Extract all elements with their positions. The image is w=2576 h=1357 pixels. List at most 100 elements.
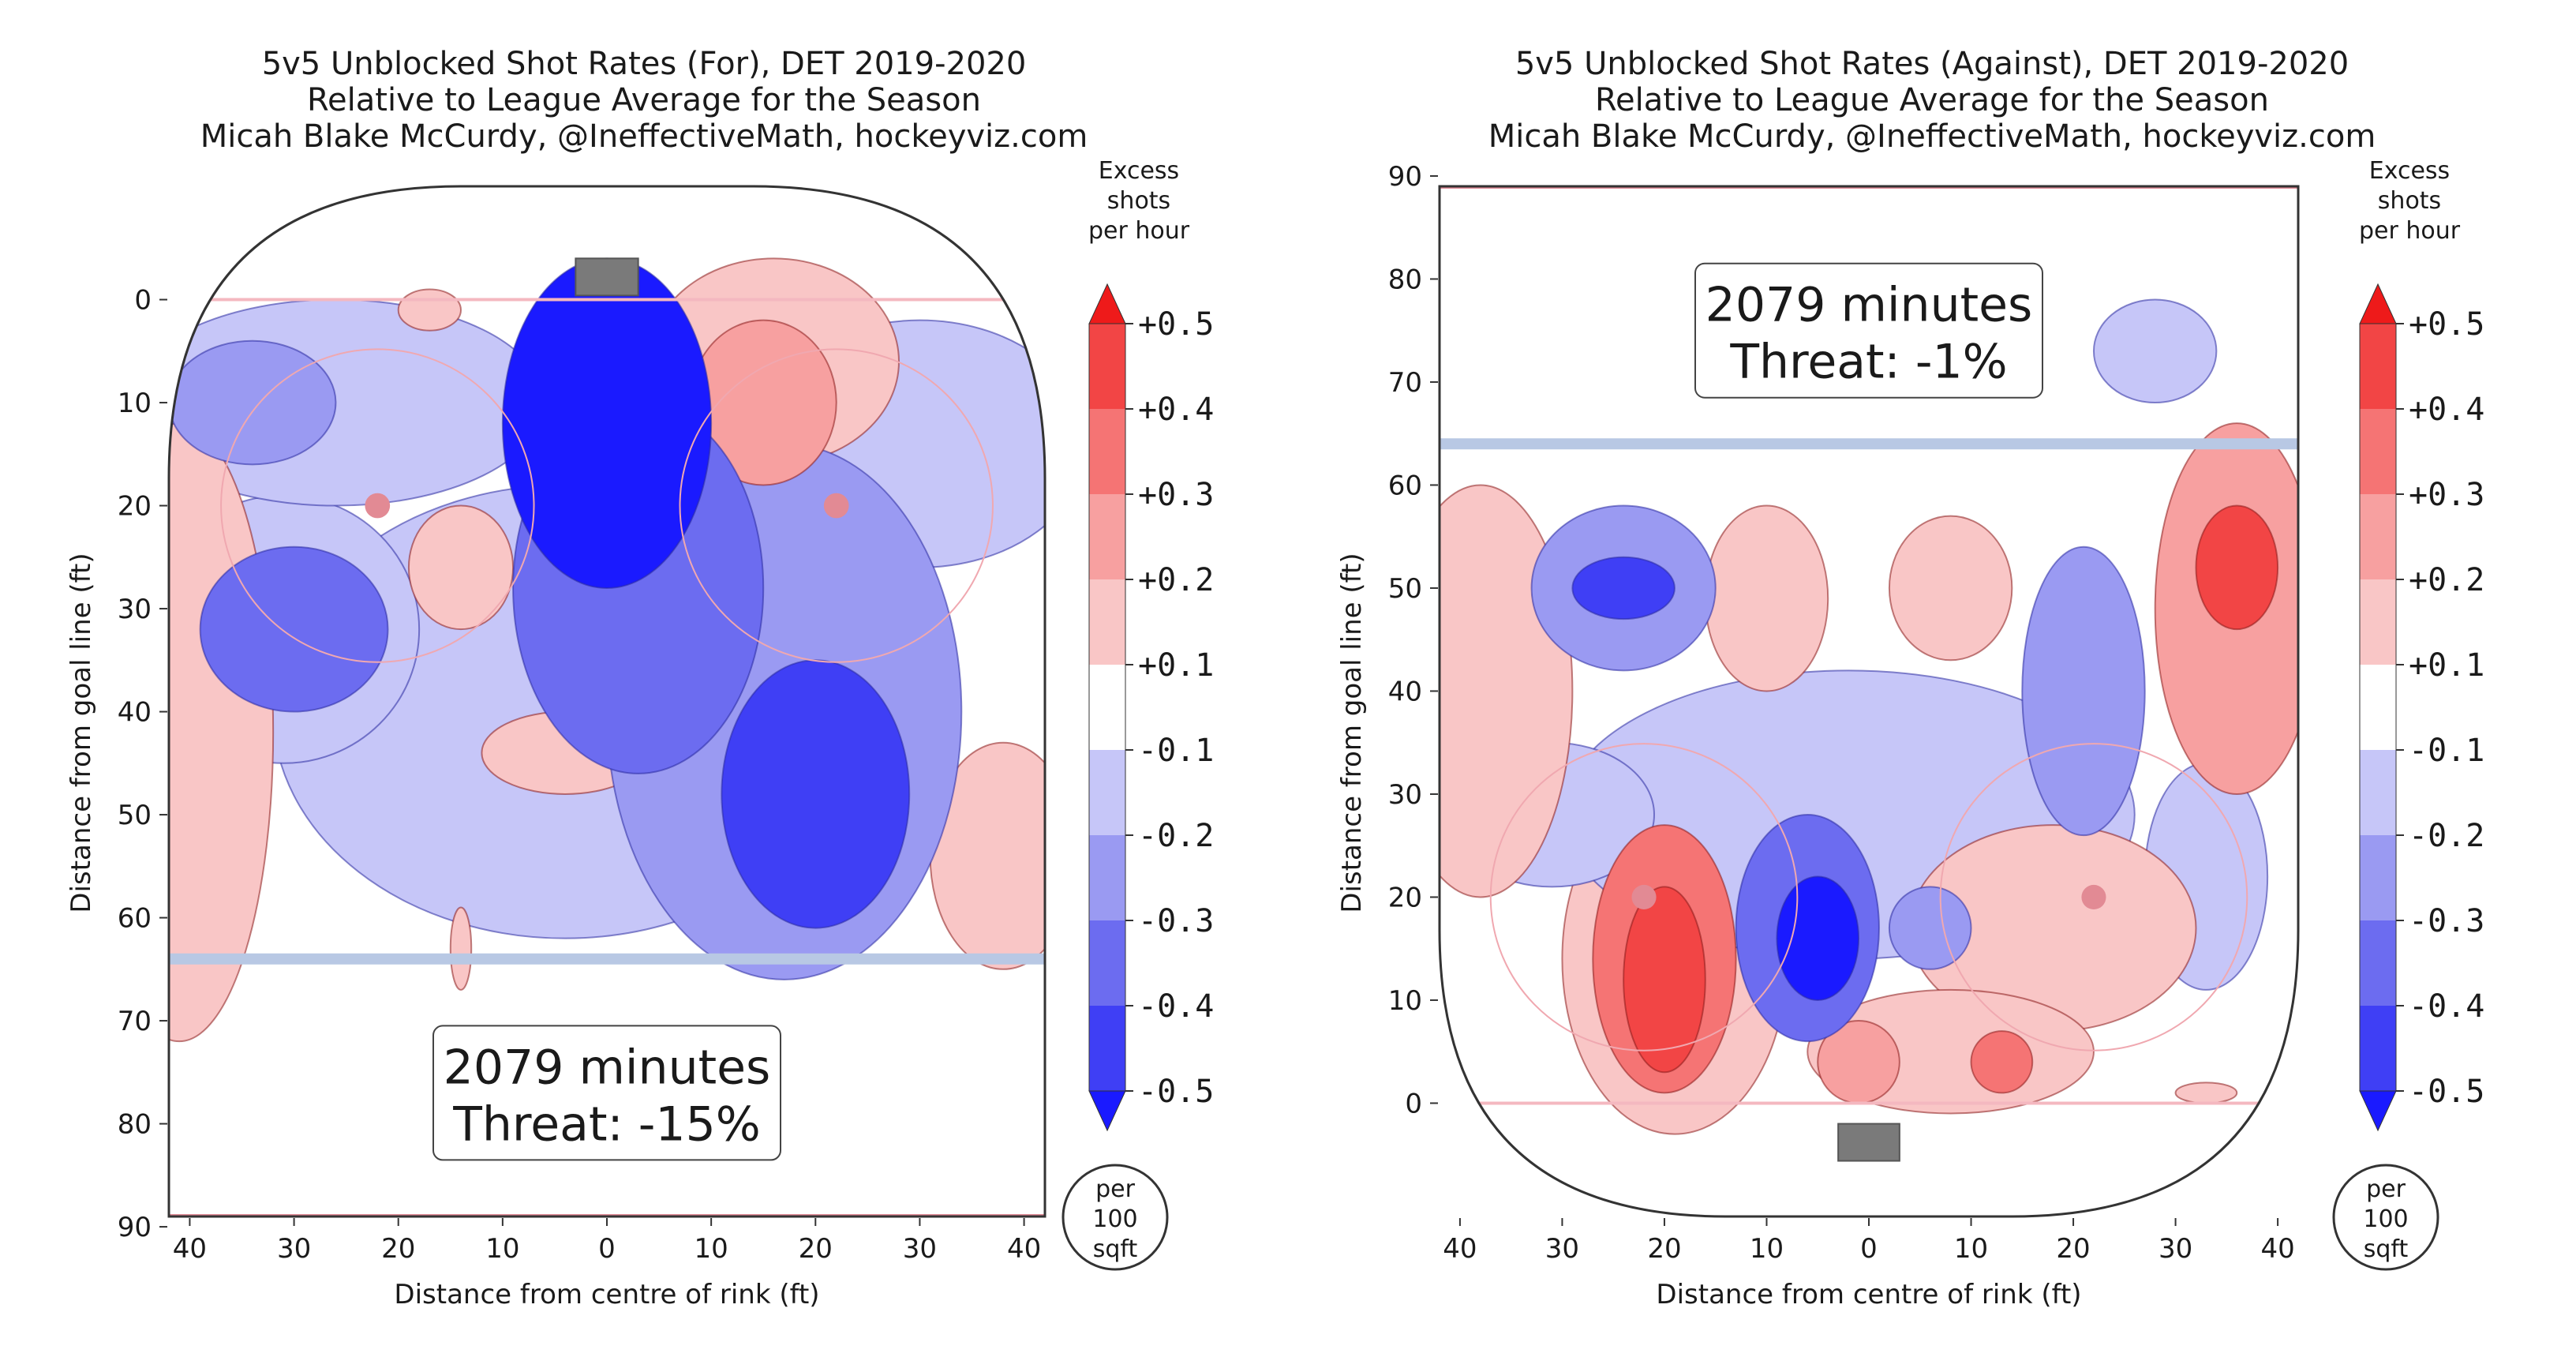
- goal-net: [575, 257, 639, 297]
- chart-title-line-1: 5v5 Unblocked Shot Rates (Against), DET …: [1515, 46, 2349, 82]
- shot-rates-for-panel: 5v5 Unblocked Shot Rates (For), DET 2019…: [66, 46, 1214, 1310]
- goal-net: [1837, 1123, 1900, 1162]
- heatmap-layer: [169, 257, 1045, 1216]
- annotation-box: [432, 1025, 781, 1161]
- heatmap-blob-negative: [721, 659, 911, 929]
- y-tick-label: 0: [134, 285, 152, 317]
- colorbar-tick-label: -0.5: [1138, 1074, 1214, 1110]
- heatmap-blob-negative: [2092, 298, 2218, 404]
- colorbar-tick-label: +0.3: [1138, 477, 1214, 513]
- colorbar-band: [1089, 750, 1125, 835]
- x-tick-label: 10: [485, 1233, 519, 1265]
- y-tick-label: 20: [1388, 882, 1422, 913]
- colorbar-unit-label: 100: [2363, 1205, 2408, 1233]
- colorbar-unit-circle: [1061, 1164, 1169, 1271]
- heatmap-blob-positive: [169, 422, 275, 1043]
- y-tick-label: 0: [1405, 1088, 1422, 1119]
- y-tick-label: 80: [118, 1109, 152, 1141]
- colorbar-tick-label: -0.5: [2409, 1074, 2484, 1110]
- heatmap-blob-positive: [1704, 504, 1829, 692]
- rink-boards: [167, 185, 1046, 1218]
- faceoff-circle: [1939, 743, 2248, 1051]
- colorbar-title-line: Excess: [1099, 157, 1179, 185]
- y-tick-label: 60: [1388, 470, 1422, 501]
- colorbar-tick-label: +0.5: [1138, 306, 1214, 343]
- y-axis-label: Distance from goal line (ft): [1336, 553, 1368, 913]
- heatmap-blob-negative: [169, 339, 337, 466]
- x-tick-label: 40: [2260, 1233, 2294, 1265]
- colorbar-extend-top: [2359, 283, 2397, 324]
- colorbar-band: [2360, 750, 2396, 835]
- annotation-minutes: 2079 minutes: [444, 1040, 771, 1095]
- colorbar-extend-top: [1088, 283, 1126, 324]
- x-tick-label: 30: [2159, 1233, 2192, 1265]
- colorbar-band: [2360, 665, 2396, 750]
- y-axis-label: Distance from goal line (ft): [66, 553, 97, 913]
- colorbar-tick-label: -0.4: [1138, 988, 1214, 1025]
- y-tick-label: 40: [1388, 676, 1422, 707]
- colorbar-unit-circle: [2332, 1164, 2439, 1271]
- heatmap-blob-negative: [199, 545, 389, 713]
- x-tick-label: 20: [381, 1233, 415, 1265]
- x-axis-label: Distance from centre of rink (ft): [1656, 1279, 2081, 1310]
- faceoff-dot: [365, 493, 391, 519]
- faceoff-circle: [1489, 743, 1799, 1051]
- colorbar-unit-label: sqft: [2364, 1235, 2409, 1263]
- colorbar-band: [2360, 920, 2396, 1006]
- colorbar-tick-label: -0.3: [1138, 903, 1214, 939]
- colorbar-title-line: shots: [1107, 187, 1170, 215]
- chart-title-line-2: Relative to League Average for the Seaso…: [307, 82, 981, 118]
- heatmap-blob-positive: [2195, 504, 2279, 631]
- colorbar-extend-bottom: [2359, 1090, 2397, 1132]
- heatmap-blob-positive: [397, 288, 462, 332]
- rink-boards: [1438, 185, 2300, 1218]
- y-tick-label: 90: [1388, 161, 1422, 193]
- colorbar-band: [1089, 665, 1125, 750]
- y-tick-label: 50: [1388, 573, 1422, 605]
- colorbar-band: [2360, 835, 2396, 920]
- colorbar-band: [1089, 920, 1125, 1006]
- y-tick-label: 10: [118, 388, 152, 419]
- x-tick-label: 20: [2056, 1233, 2090, 1265]
- heatmap-blob-negative: [2021, 545, 2146, 837]
- colorbar-title-line: shots: [2378, 187, 2441, 215]
- y-tick-label: 40: [118, 697, 152, 729]
- colorbar-tick-label: -0.2: [1138, 818, 1214, 854]
- colorbar-band: [1089, 579, 1125, 665]
- x-tick-label: 40: [1007, 1233, 1041, 1265]
- colorbar-unit-label: per: [2366, 1175, 2406, 1203]
- colorbar-band: [1089, 1006, 1125, 1091]
- colorbar-band: [2360, 1006, 2396, 1091]
- colorbar-title-line: Excess: [2369, 157, 2450, 185]
- annotation-minutes: 2079 minutes: [1705, 278, 2033, 333]
- heatmap-blob-positive: [1623, 886, 1706, 1074]
- x-tick-label: 0: [598, 1233, 616, 1265]
- x-tick-label: 10: [695, 1233, 728, 1265]
- heatmap-blob-positive: [2174, 1081, 2238, 1104]
- x-tick-label: 30: [903, 1233, 937, 1265]
- colorbar-unit-label: per: [1095, 1175, 1136, 1203]
- colorbar-band: [1089, 409, 1125, 494]
- colorbar-tick-label: -0.2: [2409, 818, 2484, 854]
- y-tick-label: 90: [118, 1212, 152, 1243]
- heatmap-blob-positive: [1440, 484, 1574, 898]
- colorbar-tick-label: +0.4: [1138, 392, 1214, 428]
- y-tick-label: 50: [118, 800, 152, 831]
- x-tick-label: 40: [1443, 1233, 1477, 1265]
- faceoff-circle: [220, 348, 535, 663]
- colorbar-tick-label: -0.3: [2409, 903, 2484, 939]
- x-tick-label: 30: [1545, 1233, 1579, 1265]
- colorbar-tick-label: -0.4: [2409, 988, 2484, 1025]
- colorbar-tick-label: -0.1: [1138, 733, 1214, 769]
- colorbar-tick-label: +0.2: [1138, 562, 1214, 598]
- faceoff-circle: [679, 348, 994, 663]
- colorbar-band: [2360, 494, 2396, 579]
- shot-rates-against-panel: 5v5 Unblocked Shot Rates (Against), DET …: [1288, 0, 2576, 1357]
- colorbar-tick-label: +0.3: [2409, 477, 2484, 513]
- annotation-box: [1694, 262, 2043, 399]
- colorbar-title-line: per hour: [2359, 217, 2461, 245]
- x-tick-label: 20: [799, 1233, 833, 1265]
- x-tick-label: 10: [1750, 1233, 1784, 1265]
